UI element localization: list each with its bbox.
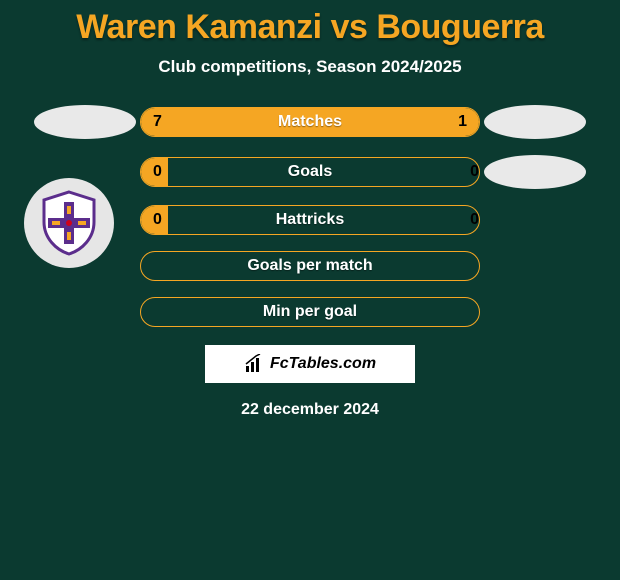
bar-goals-per-match: Goals per match <box>140 251 480 281</box>
tfc-shield-icon <box>34 188 104 258</box>
bar-min-per-goal: Min per goal <box>140 297 480 327</box>
row-min-per-goal: Min per goal <box>0 297 620 327</box>
row-goals: 0 0 Goals <box>0 155 620 189</box>
player-right-avatar-placeholder <box>484 105 586 139</box>
chart-bars-icon <box>244 354 264 374</box>
player-left-avatar-placeholder <box>34 105 136 139</box>
player-right-secondary-placeholder <box>484 155 586 189</box>
row-matches: 7 1 Matches <box>0 105 620 139</box>
page-title: Waren Kamanzi vs Bouguerra <box>0 0 620 47</box>
bar-goals: 0 0 Goals <box>140 157 480 187</box>
bar-hattricks: 0 0 Hattricks <box>140 205 480 235</box>
snapshot-date: 22 december 2024 <box>0 401 620 419</box>
bar-right-fill: 1 <box>405 108 479 136</box>
club-badge-tfc <box>24 178 114 268</box>
bar-label: Min per goal <box>141 303 479 321</box>
brand-text: FcTables.com <box>270 355 376 373</box>
bar-label: Hattricks <box>141 211 479 229</box>
bar-matches: 7 1 Matches <box>140 107 480 137</box>
brand-watermark: FcTables.com <box>205 345 415 383</box>
bar-left-fill: 0 <box>141 158 168 186</box>
bar-left-fill: 0 <box>141 206 168 234</box>
bar-left-fill: 7 <box>141 108 405 136</box>
bar-label: Goals <box>141 163 479 181</box>
bar-label: Goals per match <box>141 257 479 275</box>
season-subtitle: Club competitions, Season 2024/2025 <box>0 57 620 77</box>
